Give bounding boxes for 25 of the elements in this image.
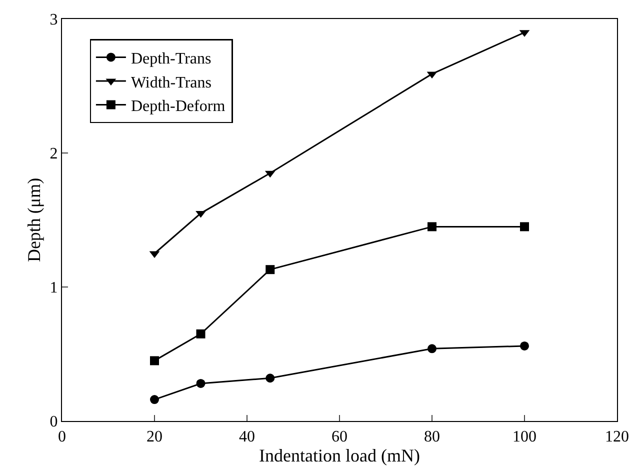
- y-tick-label: 3: [50, 12, 58, 29]
- point: [520, 222, 529, 232]
- point: [150, 356, 159, 366]
- legend-label: Width-Trans: [130, 74, 212, 92]
- x-axis-title: Indentation load (mN): [259, 445, 420, 466]
- x-tick-label: 60: [332, 428, 348, 446]
- point: [266, 265, 275, 274]
- y-axis-title: Depth (μm): [24, 178, 44, 262]
- x-tick-label: 100: [512, 428, 536, 446]
- point: [196, 329, 206, 338]
- point: [266, 374, 275, 383]
- point: [196, 378, 206, 388]
- x-tick-label: 20: [146, 428, 162, 446]
- y-tick-label: 1: [50, 280, 58, 297]
- x-tick-label: 80: [424, 428, 440, 446]
- point: [520, 341, 529, 350]
- y-tick-label: 2: [50, 146, 58, 163]
- legend-label: Depth-Deform: [130, 98, 226, 116]
- legend-label: Depth-Trans: [130, 50, 212, 68]
- point: [428, 222, 436, 232]
- point: [428, 344, 436, 354]
- x-tick-label: 120: [605, 428, 629, 446]
- y-tick-label: 0: [50, 414, 58, 431]
- x-tick-label: 40: [239, 428, 255, 446]
- point: [150, 395, 159, 404]
